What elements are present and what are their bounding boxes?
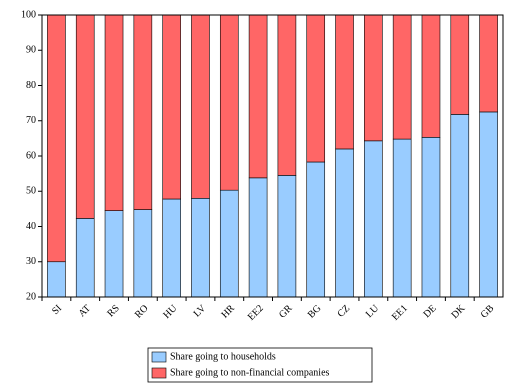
x-tick-label: CZ	[335, 303, 352, 320]
x-tick-label: LV	[192, 302, 209, 319]
y-tick-label: 40	[26, 221, 36, 232]
y-tick-label: 80	[26, 80, 36, 91]
bar-segment	[306, 161, 326, 298]
x-tick-label: DE	[422, 303, 439, 320]
x-tick-label: EE2	[246, 303, 266, 323]
y-tick-label: 100	[21, 9, 36, 20]
x-tick-label: AT	[77, 303, 93, 319]
legend-label: Share going to non-financial companies	[170, 367, 330, 378]
bar-segment	[479, 14, 498, 113]
y-tick-label: 90	[26, 45, 36, 56]
y-tick-label: 20	[26, 291, 36, 302]
bar-segment	[364, 140, 383, 298]
bar-segment	[104, 210, 124, 298]
bar-segment	[133, 14, 153, 210]
x-tick-label: GR	[277, 303, 295, 321]
y-tick-label: 70	[26, 115, 36, 126]
bar-segment	[306, 14, 326, 163]
bar-segment	[421, 137, 441, 298]
x-tick-label: HR	[219, 303, 237, 321]
bar-segment	[191, 14, 210, 199]
y-tick-label: 60	[26, 150, 36, 161]
x-tick-label: DK	[450, 302, 469, 321]
legend-swatch	[151, 351, 167, 363]
bar-segment	[75, 218, 95, 298]
bar-segment	[47, 261, 66, 298]
bar-segment	[421, 14, 441, 138]
x-tick-label: LU	[364, 302, 382, 320]
x-tick-label: RO	[133, 303, 151, 321]
bar-segment	[335, 148, 354, 298]
bar-segment	[277, 14, 297, 176]
legend-label: Share going to households	[170, 351, 276, 362]
y-tick-label: 30	[26, 256, 36, 267]
bar-segment	[335, 14, 354, 150]
bar-segment	[364, 14, 383, 142]
bar-segment	[219, 189, 239, 298]
bar-segment	[479, 111, 498, 298]
x-tick-label: GB	[479, 303, 497, 321]
bar-segment	[248, 177, 268, 298]
bar-segment	[162, 14, 181, 200]
bar-segment	[75, 14, 95, 219]
x-tick-label: EE1	[390, 303, 410, 323]
bar-segment	[248, 14, 268, 179]
bar-segment	[219, 14, 239, 191]
bar-segment	[191, 198, 210, 298]
bar-segment	[133, 209, 153, 298]
legend-box	[147, 347, 373, 383]
bar-segment	[392, 138, 412, 298]
x-tick-label: HU	[161, 302, 180, 321]
bar-segment	[450, 14, 470, 115]
legend-swatch	[151, 367, 167, 379]
bar-segment	[162, 198, 181, 298]
x-tick-label: SI	[50, 303, 64, 317]
bar-segment	[392, 14, 412, 140]
plot-frame	[41, 14, 504, 298]
bar-segment	[450, 114, 470, 298]
x-tick-label: RS	[105, 303, 121, 319]
bar-segment	[47, 14, 66, 263]
x-tick-label: BG	[306, 303, 324, 321]
bar-segment	[277, 175, 297, 298]
bar-segment	[104, 14, 124, 211]
y-tick-label: 50	[26, 186, 36, 197]
